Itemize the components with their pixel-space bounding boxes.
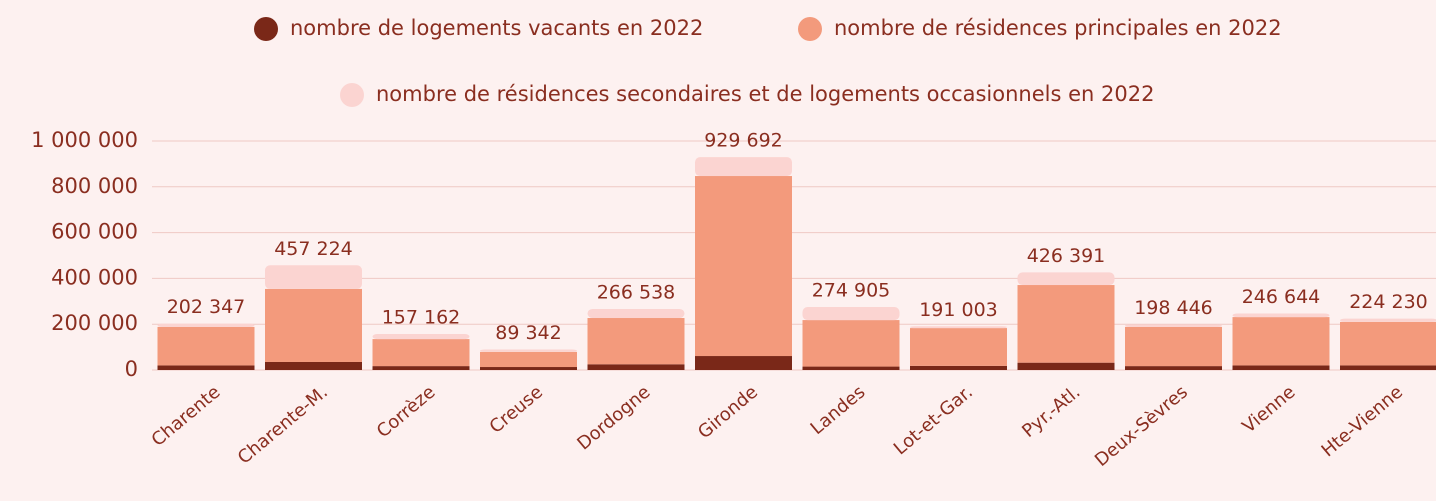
legend-swatch [254, 17, 278, 41]
total-label: 266 538 [597, 281, 676, 303]
bar-segment [157, 365, 255, 370]
bar-segment [1125, 326, 1222, 367]
y-tick-label: 800 000 [51, 174, 138, 198]
bar-segment [1125, 324, 1222, 327]
bar-segment [587, 364, 685, 370]
total-label: 191 003 [919, 299, 998, 321]
bar-segment [480, 349, 577, 352]
x-tick-label: Landes [807, 382, 870, 439]
x-tick-label: Lot-et-Gar. [890, 382, 977, 460]
bar-segment [695, 176, 792, 357]
legend-label: nombre de résidences principales en 2022 [834, 16, 1282, 40]
total-label: 274 905 [812, 280, 891, 302]
bar-segment [1232, 365, 1330, 370]
x-tick-label: Dordogne [573, 382, 654, 455]
bar-segment [1017, 272, 1115, 286]
x-tick-label: Hte-Vienne [1318, 382, 1407, 462]
bar-segment [1340, 321, 1436, 366]
bar-segment [480, 351, 577, 368]
total-label: 202 347 [167, 296, 246, 318]
bar-segment [1232, 317, 1330, 366]
bar-segment [587, 318, 685, 365]
bar-segment [480, 367, 577, 370]
legend-label: nombre de résidences secondaires et de l… [376, 82, 1154, 106]
bar-segment [372, 334, 470, 340]
x-tick-label: Deux-Sèvres [1091, 382, 1192, 471]
y-tick-label: 200 000 [51, 311, 138, 335]
bar-segment [1340, 318, 1436, 322]
legend-label: nombre de logements vacants en 2022 [290, 16, 703, 40]
y-tick-label: 600 000 [51, 220, 138, 244]
bar-segment [802, 320, 900, 367]
bar-segment [265, 265, 362, 289]
bar-segment [1340, 365, 1436, 370]
bar-segment [910, 365, 1007, 370]
total-label: 89 342 [495, 322, 561, 344]
bar-segment [157, 326, 255, 366]
bar-segment [695, 356, 792, 370]
x-tick-label: Corrèze [373, 382, 440, 443]
bar-segment [1232, 313, 1330, 318]
x-tick-label: Vienne [1239, 382, 1300, 438]
bar-segment [1125, 366, 1222, 370]
x-tick-label: Pyr.-Atl. [1018, 382, 1084, 442]
total-label: 246 644 [1242, 286, 1321, 308]
x-tick-label: Gironde [694, 382, 762, 444]
y-tick-label: 0 [125, 357, 138, 381]
bar-segment [265, 361, 362, 370]
bar-segment [802, 307, 900, 321]
bar-segment [802, 366, 900, 370]
bar-segment [587, 308, 685, 319]
bar-segment [157, 323, 255, 327]
x-tick-label: Creuse [486, 382, 547, 438]
total-label: 157 162 [382, 307, 461, 329]
x-tick-label: Charente-M. [234, 382, 332, 469]
x-tick-label: Charente [148, 382, 225, 451]
total-label: 929 692 [704, 130, 783, 152]
total-label: 198 446 [1134, 297, 1213, 319]
total-label: 457 224 [274, 238, 353, 260]
bar-segment [372, 366, 470, 370]
bar-segment [1017, 285, 1115, 363]
bar-segment [910, 328, 1007, 366]
bar-segment [1017, 362, 1115, 370]
bar-segment [695, 157, 792, 177]
legend-swatch [798, 17, 822, 41]
bar-segment [372, 339, 470, 367]
y-tick-label: 1 000 000 [31, 128, 138, 152]
y-tick-label: 400 000 [51, 265, 138, 289]
bar-segment [910, 326, 1007, 329]
total-label: 426 391 [1027, 245, 1106, 267]
legend-swatch [340, 83, 364, 107]
bar-segment [265, 288, 362, 362]
total-label: 224 230 [1349, 291, 1428, 313]
